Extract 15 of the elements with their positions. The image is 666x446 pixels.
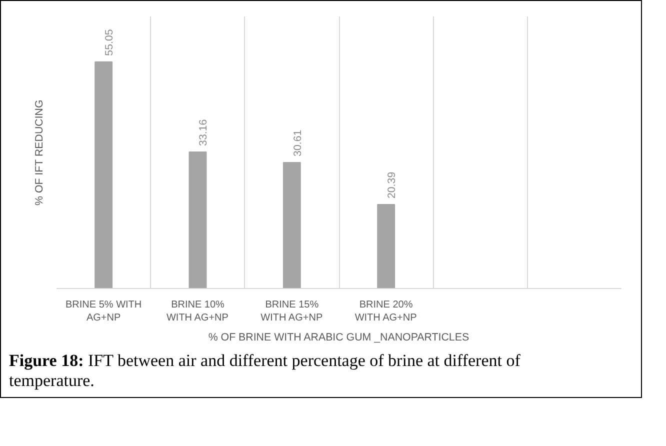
x-tick-label: BRINE 15% WITH AG+NP xyxy=(260,300,323,324)
bar xyxy=(188,151,207,288)
x-tick-label: BRINE 20% WITH AG+NP xyxy=(354,300,418,324)
x-tick-label: BRINE 10% WITH AG+NP xyxy=(166,300,229,324)
y-axis-title: % OF IFT REDUCING xyxy=(34,100,46,206)
data-label: 55.05 xyxy=(104,29,116,56)
x-tick-label: BRINE 5% WITH AG+NP xyxy=(66,300,142,324)
bar xyxy=(94,61,113,288)
data-label: 20.39 xyxy=(386,172,398,199)
bar xyxy=(282,162,301,288)
caption: Figure 18: IFT between air and different percentage of brine at different of temperature. xyxy=(9,351,522,392)
x-axis-title: % OF BRINE WITH ARABIC GUM _NANOPARTICLES xyxy=(208,332,470,344)
bar xyxy=(377,204,396,288)
data-label: 30.61 xyxy=(292,130,304,156)
data-label: 33.16 xyxy=(198,119,210,146)
